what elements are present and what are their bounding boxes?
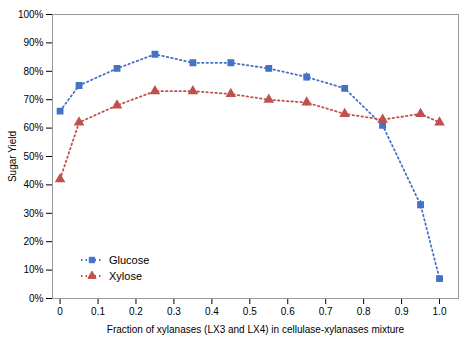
html-text:Xylose: Xylose	[109, 270, 142, 282]
svg-text:10%: 10%	[23, 264, 43, 275]
svg-text:0%: 0%	[29, 293, 44, 304]
html-text:Glucose: Glucose	[109, 254, 150, 266]
svg-text:60%: 60%	[23, 122, 43, 133]
svg-text:Sugar Yield: Sugar Yield	[7, 131, 18, 182]
svg-text:0.2: 0.2	[129, 306, 143, 317]
svg-text:0: 0	[57, 306, 63, 317]
svg-text:70%: 70%	[23, 94, 43, 105]
svg-text:50%: 50%	[23, 151, 43, 162]
svg-text:0.6: 0.6	[281, 306, 295, 317]
svg-text:0.1: 0.1	[91, 306, 105, 317]
svg-text:90%: 90%	[23, 37, 43, 48]
svg-text:Fraction of xylanases (LX3 and: Fraction of xylanases (LX3 and LX4) in c…	[107, 324, 405, 335]
svg-text:0.9: 0.9	[395, 306, 409, 317]
svg-text:0.4: 0.4	[205, 306, 219, 317]
svg-text:80%: 80%	[23, 66, 43, 77]
svg-text:40%: 40%	[23, 179, 43, 190]
svg-text:0.7: 0.7	[319, 306, 333, 317]
svg-text:1.0: 1.0	[433, 306, 447, 317]
svg-text:20%: 20%	[23, 236, 43, 247]
svg-text:100%: 100%	[18, 9, 44, 20]
svg-text:0.3: 0.3	[167, 306, 181, 317]
svg-text:0.8: 0.8	[357, 306, 371, 317]
svg-text:0.5: 0.5	[243, 306, 257, 317]
svg-text:30%: 30%	[23, 208, 43, 219]
